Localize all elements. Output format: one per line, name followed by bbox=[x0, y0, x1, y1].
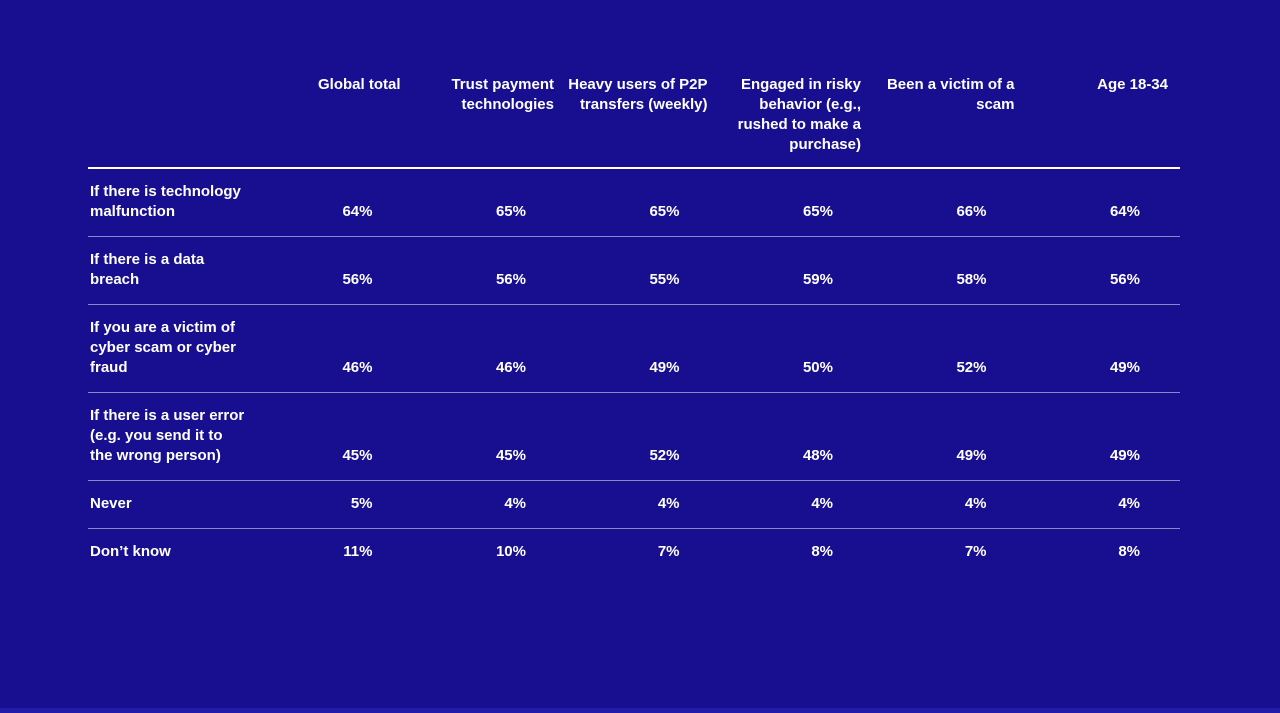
cell-value: 58% bbox=[873, 236, 1027, 305]
cell-value: 8% bbox=[811, 543, 833, 560]
cell-value: 59% bbox=[719, 236, 873, 305]
cell-value: 50% bbox=[719, 304, 873, 393]
cell-value: 4% bbox=[719, 480, 873, 529]
cell-value: 46% bbox=[259, 304, 413, 393]
row-label: If you are a victim of cyber scam or cyb… bbox=[88, 304, 259, 393]
cell-value: 56% bbox=[259, 236, 413, 305]
column-header-trust-payment: Trust payment technologies bbox=[412, 73, 566, 169]
cell-value: 56% bbox=[1026, 236, 1180, 305]
cell-value: 66% bbox=[873, 168, 1027, 237]
cell-value: 52% bbox=[873, 304, 1027, 393]
cell-value: 45% bbox=[259, 392, 413, 481]
header-row: Global total Trust payment technologies … bbox=[88, 73, 1180, 169]
cell-value: 5% bbox=[259, 480, 413, 529]
cell-value: 56% bbox=[412, 236, 566, 305]
cell-value: 64% bbox=[1026, 168, 1180, 237]
row-label: If there is a data breach bbox=[88, 236, 259, 305]
cell-value: 49% bbox=[873, 392, 1027, 481]
table-row: If there is a user error (e.g. you send … bbox=[88, 392, 1180, 481]
row-label: Don’t know bbox=[90, 543, 171, 560]
cell-value: 52% bbox=[566, 392, 720, 481]
cell-value: 65% bbox=[719, 168, 873, 237]
cell-value: 49% bbox=[1026, 392, 1180, 481]
cell-value: 7% bbox=[657, 543, 680, 560]
cell-value: 4% bbox=[873, 480, 1027, 529]
cell-value: 4% bbox=[566, 480, 720, 529]
row-label: Never bbox=[88, 480, 259, 529]
corner-cell bbox=[88, 73, 259, 169]
cell-value: 49% bbox=[1026, 304, 1180, 393]
column-header-age-18-34: Age 18-34 bbox=[1026, 73, 1180, 169]
table-row: Never 5% 4% 4% 4% 4% 4% bbox=[88, 480, 1180, 529]
table-row: If there is technology malfunction 64% 6… bbox=[88, 168, 1180, 237]
cell-value: 46% bbox=[412, 304, 566, 393]
cell-value: 4% bbox=[412, 480, 566, 529]
table-row: If there is a data breach 56% 56% 55% 59… bbox=[88, 236, 1180, 305]
cell-value: 55% bbox=[566, 236, 720, 305]
row-label: If there is a user error (e.g. you send … bbox=[88, 392, 259, 481]
row-label: If there is technology malfunction bbox=[88, 168, 259, 237]
cell-value: 8% bbox=[1118, 543, 1140, 560]
survey-table: Global total Trust payment technologies … bbox=[88, 73, 1180, 576]
cell-value: 10% bbox=[495, 543, 526, 560]
bottom-edge-strip bbox=[0, 708, 1280, 713]
cell-value: 45% bbox=[412, 392, 566, 481]
table-row: If you are a victim of cyber scam or cyb… bbox=[88, 304, 1180, 393]
cell-value: 48% bbox=[719, 392, 873, 481]
cell-value: 64% bbox=[259, 168, 413, 237]
cell-value: 7% bbox=[964, 543, 987, 560]
cell-value: 49% bbox=[566, 304, 720, 393]
cell-value: 65% bbox=[412, 168, 566, 237]
column-header-heavy-p2p-users: Heavy users of P2P transfers (weekly) bbox=[566, 73, 720, 169]
column-header-global-total: Global total bbox=[259, 73, 413, 169]
column-header-risky-behavior: Engaged in risky behavior (e.g., rushed … bbox=[719, 73, 873, 169]
table-row: Don’t know 11% 10% 7% 8% 7% 8% bbox=[88, 529, 1180, 577]
cell-value: 4% bbox=[1026, 480, 1180, 529]
column-header-scam-victim: Been a victim of a scam bbox=[873, 73, 1027, 169]
cell-value: 11% bbox=[343, 543, 373, 560]
cell-value: 65% bbox=[566, 168, 720, 237]
